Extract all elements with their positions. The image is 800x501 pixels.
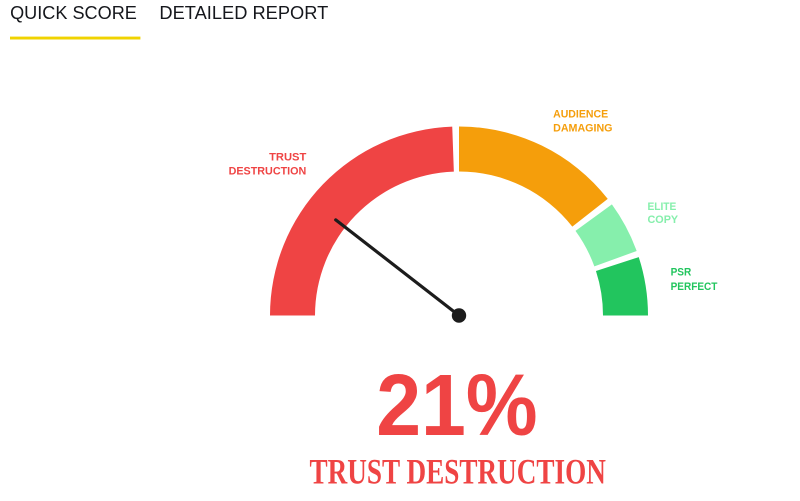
svg-text:COPY: COPY <box>648 214 679 226</box>
svg-text:DESTRUCTION: DESTRUCTION <box>229 165 307 177</box>
svg-text:ELITE: ELITE <box>648 201 677 213</box>
svg-text:PSR: PSR <box>671 267 692 279</box>
svg-text:PERFECT: PERFECT <box>671 281 718 293</box>
svg-text:AUDIENCE: AUDIENCE <box>553 109 608 121</box>
svg-text:QUICK SCORE: QUICK SCORE <box>10 2 137 23</box>
svg-text:DETAILED REPORT: DETAILED REPORT <box>159 2 328 23</box>
svg-text:DAMAGING: DAMAGING <box>553 122 613 134</box>
svg-text:TRUST: TRUST <box>269 152 306 164</box>
svg-text:21%: 21% <box>376 357 537 454</box>
svg-text:TRUST DESTRUCTION: TRUST DESTRUCTION <box>310 452 607 492</box>
